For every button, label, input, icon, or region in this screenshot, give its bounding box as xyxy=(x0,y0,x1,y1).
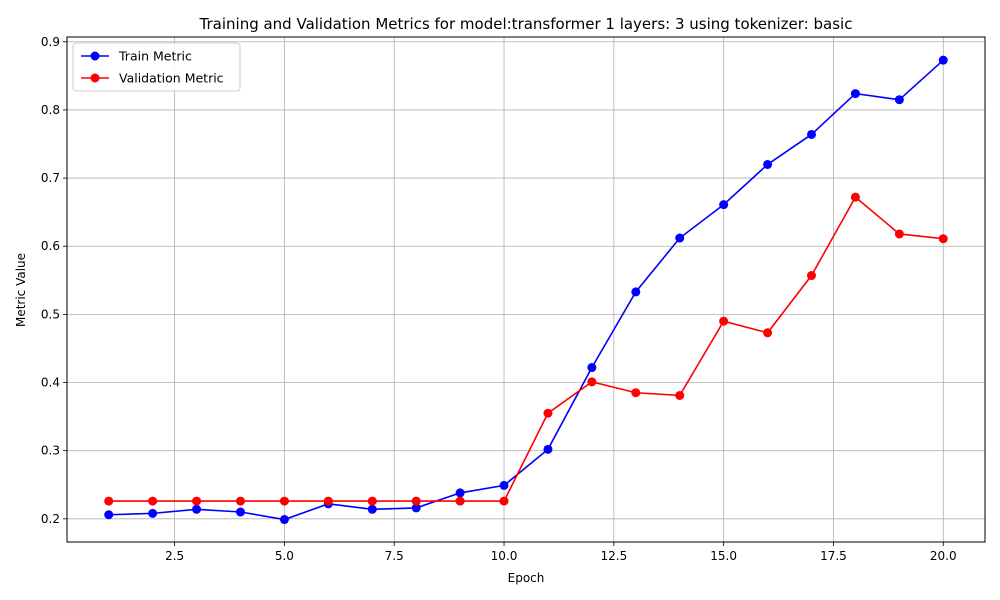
data-point xyxy=(455,488,465,498)
series-validation xyxy=(104,192,948,506)
x-tick-label: 15.0 xyxy=(710,549,737,563)
data-point xyxy=(587,377,597,387)
x-tick-label: 5.0 xyxy=(275,549,294,563)
data-point xyxy=(192,504,202,514)
data-point xyxy=(675,233,685,243)
series-layer xyxy=(104,55,948,525)
chart-title: Training and Validation Metrics for mode… xyxy=(199,15,853,33)
data-point xyxy=(323,496,333,506)
y-tick-label: 0.6 xyxy=(41,239,60,253)
data-point xyxy=(850,89,860,99)
y-tick-label: 0.5 xyxy=(41,307,60,321)
y-tick-label: 0.8 xyxy=(41,103,60,117)
series-train xyxy=(104,55,948,525)
data-point xyxy=(894,95,904,105)
data-point xyxy=(587,363,597,373)
data-point xyxy=(411,496,421,506)
data-point xyxy=(104,510,114,520)
y-tick-label: 0.4 xyxy=(41,376,60,390)
data-point xyxy=(807,271,817,281)
grid xyxy=(67,37,985,542)
data-point xyxy=(367,504,377,514)
data-point xyxy=(192,496,202,506)
y-tick-label: 0.7 xyxy=(41,171,60,185)
legend-label: Train Metric xyxy=(118,49,192,64)
y-axis-label: Metric Value xyxy=(14,253,28,327)
data-point xyxy=(894,229,904,239)
data-point xyxy=(148,496,158,506)
legend-item: Validation Metric xyxy=(81,71,224,86)
x-tick-label: 2.5 xyxy=(165,549,184,563)
data-point xyxy=(499,480,509,490)
x-tick-label: 12.5 xyxy=(600,549,627,563)
data-point xyxy=(938,55,948,65)
data-point xyxy=(235,507,245,517)
data-point xyxy=(807,129,817,139)
y-tick-label: 0.9 xyxy=(41,35,60,49)
data-point xyxy=(938,234,948,244)
data-point xyxy=(719,200,729,210)
data-point xyxy=(763,328,773,338)
data-point xyxy=(763,159,773,169)
data-point xyxy=(455,496,465,506)
x-axis-label: Epoch xyxy=(508,571,545,585)
y-axis-ticks: 0.2 0.3 0.4 0.5 0.6 0.7 0.8 0.9 xyxy=(41,35,67,526)
plot-area-frame xyxy=(66,36,986,543)
data-point xyxy=(499,496,509,506)
data-point xyxy=(367,496,377,506)
series-line xyxy=(108,59,944,521)
data-point xyxy=(235,496,245,506)
data-point xyxy=(148,508,158,518)
legend-box xyxy=(72,42,241,92)
series-line xyxy=(108,195,944,502)
data-point xyxy=(411,503,421,513)
data-point xyxy=(675,390,685,400)
legend-item: Train Metric xyxy=(81,49,192,64)
data-point xyxy=(719,316,729,326)
legend: Train Metric Validation Metric xyxy=(72,42,241,92)
y-tick-label: 0.2 xyxy=(41,512,60,526)
data-point xyxy=(104,496,114,506)
data-point xyxy=(543,444,553,454)
x-tick-label: 10.0 xyxy=(491,549,518,563)
legend-label: Validation Metric xyxy=(119,71,224,86)
x-tick-label: 7.5 xyxy=(385,549,404,563)
data-point xyxy=(850,192,860,202)
data-point xyxy=(543,408,553,418)
data-point xyxy=(279,496,289,506)
x-axis-ticks: 2.5 5.0 7.5 10.0 12.5 15.0 17.5 20.0 xyxy=(165,542,957,563)
y-tick-label: 0.3 xyxy=(41,444,60,458)
data-point xyxy=(631,287,641,297)
x-tick-label: 20.0 xyxy=(930,549,957,563)
data-point xyxy=(279,515,289,525)
data-point xyxy=(631,388,641,398)
x-tick-label: 17.5 xyxy=(820,549,847,563)
legend-marker xyxy=(90,73,100,83)
legend-marker xyxy=(90,51,100,61)
